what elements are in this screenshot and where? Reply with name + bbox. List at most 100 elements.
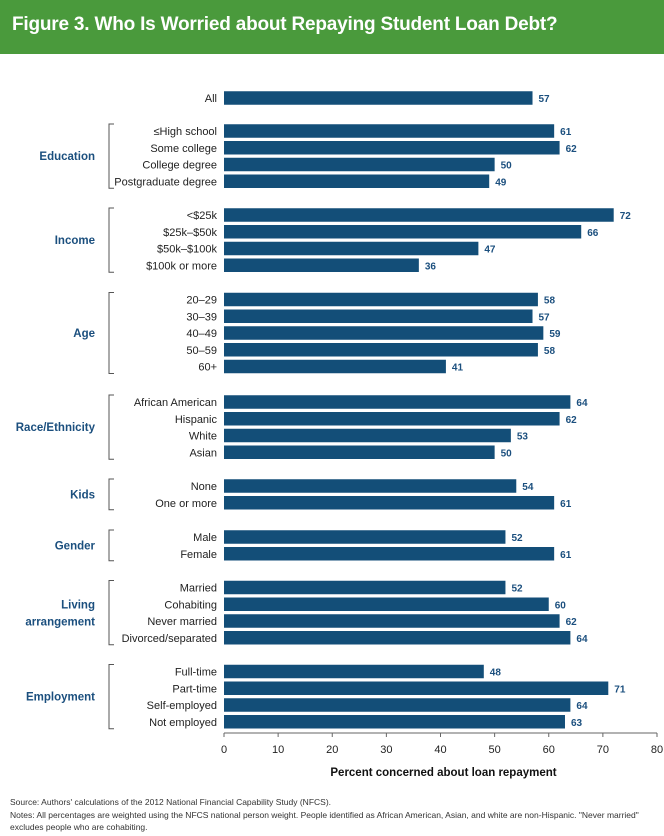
value-label-full-time: 48 [490, 668, 502, 679]
category-label-college-degree: College degree [142, 160, 217, 172]
group-bracket-age [108, 292, 114, 374]
bar-not-employed [224, 715, 565, 729]
x-axis-title: Percent concerned about loan repayment [330, 767, 556, 779]
x-tick-label-60: 60 [543, 744, 555, 756]
bar-none [224, 479, 517, 493]
bar-25k-50k [224, 225, 582, 239]
value-label-part-time: 71 [614, 684, 626, 695]
bar-20-29 [224, 292, 538, 307]
value-label-college-degree: 50 [501, 161, 513, 172]
x-tick-label-20: 20 [326, 744, 338, 756]
x-tick-label-50: 50 [489, 744, 501, 756]
value-label-100k-or-more: 36 [425, 261, 437, 272]
bar-african-american [224, 395, 571, 409]
bar-50-59 [224, 343, 538, 357]
group-bracket-gender [108, 529, 114, 562]
notes-text: Notes: All percentages are weighted usin… [10, 810, 639, 832]
value-label-divorced-separated: 64 [576, 634, 588, 645]
x-tick-label-0: 0 [221, 744, 227, 756]
value-label-white: 53 [517, 432, 529, 443]
value-label-male: 52 [511, 533, 523, 544]
x-tick-label-30: 30 [380, 744, 392, 756]
bar-one-or-more [224, 496, 555, 510]
bar-divorced-separated [224, 631, 571, 645]
value-label-married: 52 [511, 584, 523, 595]
group-bracket-education [108, 123, 114, 189]
group-label-employment: Employment [26, 692, 95, 704]
value-label-not-employed: 63 [571, 718, 583, 729]
category-label-25k-50k: $25k–$50k [163, 227, 217, 239]
bar-all [224, 91, 533, 105]
category-label-divorced-separated: Divorced/separated [122, 633, 217, 645]
value-label-one-or-more: 61 [560, 499, 572, 510]
bar-college-degree [224, 157, 495, 172]
category-label-60: 60+ [198, 362, 217, 374]
category-label-25k: <$25k [187, 210, 218, 222]
x-tick-label-10: 10 [272, 744, 284, 756]
value-label-30-39: 57 [539, 312, 551, 323]
figure-banner: Figure 3. Who Is Worried about Repaying … [0, 0, 664, 54]
bar-never-married [224, 614, 560, 628]
bar-25k [224, 208, 614, 222]
category-label-40-49: 40–49 [186, 328, 217, 340]
group-label-race-ethnicity: Race/Ethnicity [16, 422, 96, 434]
category-label-20-29: 20–29 [186, 295, 217, 307]
source-note: Source: Authors' calculations of the 201… [10, 797, 332, 807]
category-label-full-time: Full-time [175, 667, 217, 679]
category-label-asian: Asian [189, 447, 217, 459]
category-label-one-or-more: One or more [155, 498, 217, 510]
bar-30-39 [224, 309, 533, 323]
group-bracket-income [108, 207, 114, 273]
value-label-25k-50k: 66 [587, 228, 599, 239]
category-label-self-employed: Self-employed [147, 700, 217, 712]
value-label-25k: 72 [620, 211, 632, 222]
group-bracket-living-arrangement [108, 580, 114, 646]
figure-title: Figure 3. Who Is Worried about Repaying … [12, 14, 558, 35]
bar-cohabiting [224, 597, 549, 611]
category-label-none: None [191, 481, 217, 493]
bar-part-time [224, 681, 609, 695]
bar-50k-100k [224, 241, 479, 256]
value-label-none: 54 [522, 482, 534, 493]
value-label-high-school: 61 [560, 127, 572, 138]
category-label-male: Male [193, 532, 217, 544]
value-label-african-american: 64 [576, 398, 588, 409]
x-tick-label-70: 70 [597, 744, 609, 756]
value-label-asian: 50 [501, 448, 513, 459]
category-label-high-school: ≤High school [153, 126, 217, 138]
category-label-african-american: African American [134, 397, 217, 409]
value-label-self-employed: 64 [576, 701, 588, 712]
value-label-never-married: 62 [566, 617, 578, 628]
value-label-hispanic: 62 [566, 415, 578, 426]
category-label-some-college: Some college [150, 143, 217, 155]
value-label-all: 57 [539, 94, 551, 105]
value-label-female: 61 [560, 550, 572, 561]
value-label-40-49: 59 [549, 329, 561, 340]
group-label-age: Age [73, 328, 95, 340]
bar-hispanic [224, 412, 560, 426]
bar-full-time [224, 664, 484, 679]
value-label-cohabiting: 60 [555, 600, 567, 611]
bar-female [224, 547, 555, 561]
group-label-kids: Kids [70, 489, 95, 501]
value-label-50k-100k: 47 [484, 245, 496, 256]
category-label-white: White [189, 431, 217, 443]
group-label-gender: Gender [55, 540, 96, 552]
x-tick-label-40: 40 [434, 744, 446, 756]
category-label-cohabiting: Cohabiting [164, 599, 217, 611]
category-label-part-time: Part-time [172, 683, 217, 695]
category-label-postgraduate-degree: Postgraduate degree [114, 176, 217, 188]
group-label-income: Income [55, 235, 95, 247]
bar-postgraduate-degree [224, 174, 490, 188]
value-label-postgraduate-degree: 49 [495, 177, 507, 188]
bar-100k-or-more [224, 258, 419, 272]
group-label-education: Education [39, 151, 95, 163]
group-bracket-kids [108, 478, 114, 511]
category-label-hispanic: Hispanic [175, 414, 218, 426]
category-label-married: Married [180, 583, 217, 595]
group-bracket-employment [108, 664, 114, 730]
bar-chart: All 57 ≤High school 61 Some college 62 College… [16, 91, 663, 779]
x-tick-label-80: 80 [651, 744, 663, 756]
bar-40-49 [224, 326, 544, 340]
bar-high-school [224, 124, 555, 138]
